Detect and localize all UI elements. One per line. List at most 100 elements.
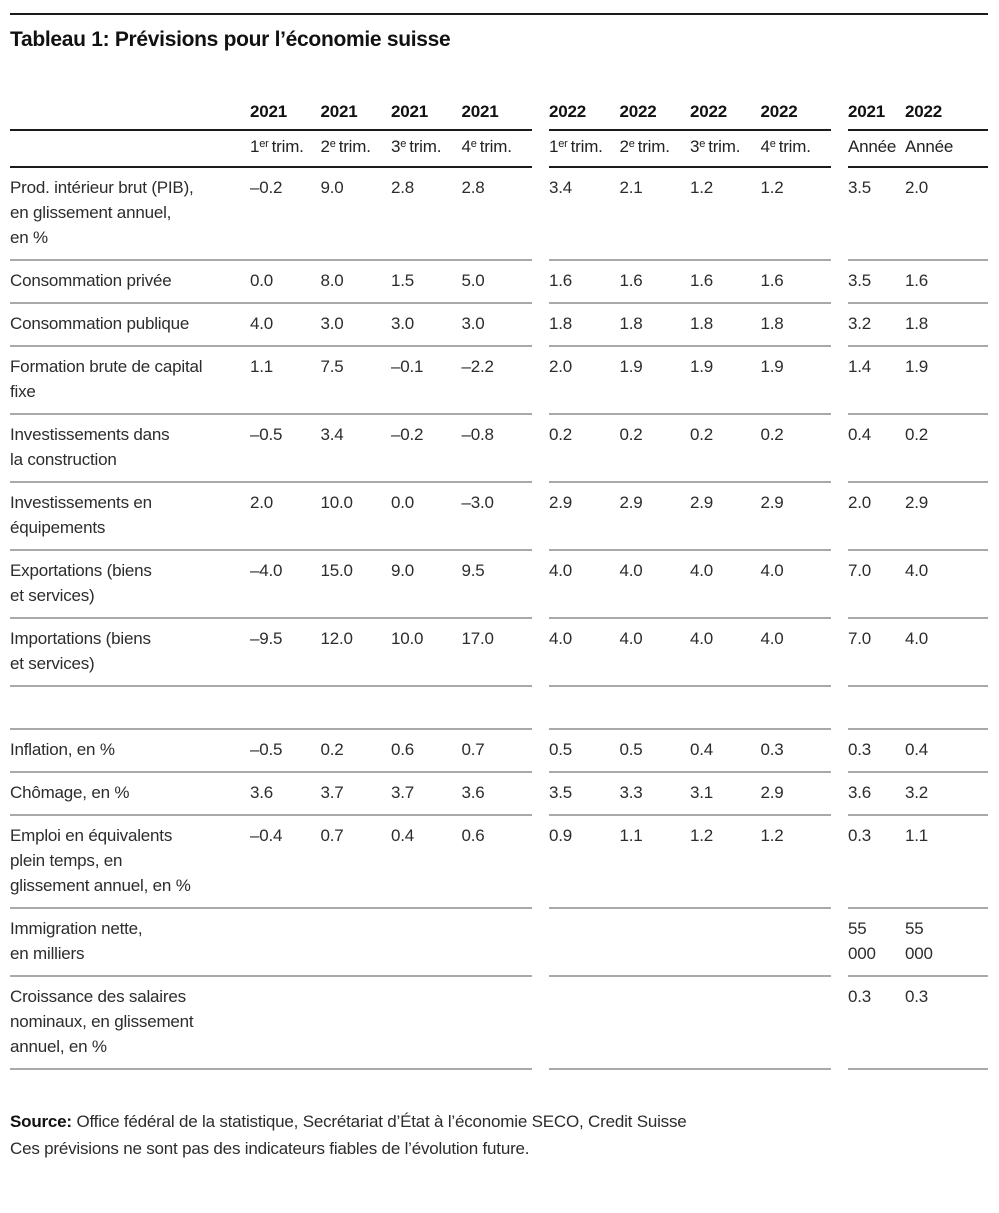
column-gap bbox=[831, 816, 848, 909]
value-cell: 0.3 bbox=[848, 826, 872, 845]
value-cell: 7.5 bbox=[320, 357, 344, 376]
value-cell: 3.3 bbox=[619, 783, 643, 802]
quarter-header-row: 1er trim. 2e trim. 3e trim. 4e trim. 1er trim… bbox=[10, 131, 988, 168]
value-cell bbox=[848, 687, 905, 728]
value-cell: 1.1 bbox=[905, 826, 929, 845]
value-cell: 2.9 bbox=[619, 493, 643, 512]
value-cell: 0.2 bbox=[760, 425, 784, 444]
source-line: Source: Office fédéral de la statistique… bbox=[10, 1108, 988, 1135]
column-gap bbox=[532, 261, 549, 304]
value-cell: 1.9 bbox=[619, 357, 643, 376]
row-group-2021: Inflation, en % –0.5 0.2 0.6 0.7 bbox=[10, 730, 532, 773]
value-cell: 1.9 bbox=[690, 357, 714, 376]
column-gap bbox=[532, 687, 549, 730]
value-cell: 3.2 bbox=[848, 314, 872, 333]
value-cell: –0.4 bbox=[250, 826, 283, 845]
value-cell: 2.8 bbox=[461, 178, 485, 197]
column-gap bbox=[831, 347, 848, 415]
table-body: Prod. intérieur brut (PIB), en glissemen… bbox=[10, 168, 988, 1070]
year-header-cell: 2021 bbox=[320, 102, 358, 121]
row-group-2022: 1er trim. 2e trim. 3e trim. 4e trim. bbox=[549, 131, 831, 168]
table-row: Consommation publique 4.0 3.0 3.0 3.0 1.… bbox=[10, 304, 988, 347]
row-group-2021: Exportations (biens et services) –4.0 15… bbox=[10, 551, 532, 619]
value-cell: 3.7 bbox=[391, 783, 415, 802]
row-label: Consommation privée bbox=[10, 271, 172, 290]
value-cell bbox=[462, 977, 533, 993]
value-cell: 1.8 bbox=[760, 314, 784, 333]
value-cell: –0.8 bbox=[461, 425, 494, 444]
table-row: Investissements en équipements 2.0 10.0 … bbox=[10, 483, 988, 551]
value-cell: 0.3 bbox=[848, 740, 872, 759]
value-cell: 3.5 bbox=[549, 783, 573, 802]
table-row: Formation brute de capital fixe 1.1 7.5 … bbox=[10, 347, 988, 415]
row-group-annual: 2021 2022 bbox=[848, 102, 988, 131]
value-cell: 3.2 bbox=[905, 783, 929, 802]
value-cell: 4.0 bbox=[760, 561, 784, 580]
column-gap bbox=[831, 977, 848, 1070]
value-cell bbox=[321, 909, 392, 925]
row-group-2021 bbox=[10, 687, 532, 730]
row-group-2022: 0.2 0.2 0.2 0.2 bbox=[549, 415, 831, 483]
value-cell: 1.8 bbox=[905, 314, 929, 333]
document-page: Tableau 1: Prévisions pour l’économie su… bbox=[0, 13, 999, 1162]
value-cell: 2.9 bbox=[760, 783, 784, 802]
column-gap bbox=[831, 261, 848, 304]
value-cell: 1.8 bbox=[619, 314, 643, 333]
value-cell: 0.2 bbox=[549, 425, 573, 444]
column-gap bbox=[532, 773, 549, 816]
row-group-2021: 2021 2021 2021 2021 bbox=[10, 102, 532, 131]
value-cell: 4.0 bbox=[690, 629, 714, 648]
value-cell bbox=[690, 909, 761, 925]
row-group-annual: 55 000 55 000 bbox=[848, 909, 988, 977]
row-group-annual: 0.3 1.1 bbox=[848, 816, 988, 909]
value-cell: –0.2 bbox=[250, 178, 283, 197]
value-cell: 1.1 bbox=[619, 826, 643, 845]
column-gap bbox=[831, 483, 848, 551]
column-gap bbox=[532, 168, 549, 261]
value-cell: 2.9 bbox=[549, 493, 573, 512]
value-cell: 0.0 bbox=[250, 271, 274, 290]
value-cell bbox=[391, 977, 462, 993]
table-row: Importations (biens et services) –9.5 12… bbox=[10, 619, 988, 687]
column-gap bbox=[532, 551, 549, 619]
value-cell: 0.2 bbox=[690, 425, 714, 444]
value-cell: 4.0 bbox=[250, 314, 274, 333]
value-cell: 1.6 bbox=[690, 271, 714, 290]
value-cell: 3.4 bbox=[320, 425, 344, 444]
table-row: Emploi en équivalents plein temps, en gl… bbox=[10, 816, 988, 909]
quarter-header-cell: 3e trim. bbox=[391, 137, 442, 156]
row-group-2021: Consommation privée 0.0 8.0 1.5 5.0 bbox=[10, 261, 532, 304]
value-cell: 3.4 bbox=[549, 178, 573, 197]
row-label: Prod. intérieur brut (PIB), en glissemen… bbox=[10, 178, 194, 247]
row-group-2022: 4.0 4.0 4.0 4.0 bbox=[549, 619, 831, 687]
value-cell: 0.2 bbox=[619, 425, 643, 444]
row-group-2021: Croissance des salaires nominaux, en gli… bbox=[10, 977, 532, 1070]
value-cell bbox=[620, 687, 691, 728]
value-cell bbox=[761, 977, 832, 993]
column-gap bbox=[831, 730, 848, 773]
row-label: Chômage, en % bbox=[10, 783, 130, 802]
value-cell: 1.9 bbox=[905, 357, 929, 376]
value-cell: 4.0 bbox=[619, 629, 643, 648]
value-cell: 3.0 bbox=[320, 314, 344, 333]
source-label: Source: bbox=[10, 1112, 72, 1131]
value-cell: 1.9 bbox=[760, 357, 784, 376]
row-group-annual bbox=[848, 687, 988, 730]
value-cell: –4.0 bbox=[250, 561, 283, 580]
value-cell: 0.3 bbox=[760, 740, 784, 759]
value-cell bbox=[462, 687, 533, 728]
value-cell: –2.2 bbox=[461, 357, 494, 376]
page-title: Tableau 1: Prévisions pour l’économie su… bbox=[10, 28, 451, 51]
row-group-2021: Prod. intérieur brut (PIB), en glissemen… bbox=[10, 168, 532, 261]
value-cell: 0.4 bbox=[848, 425, 872, 444]
value-cell: –0.5 bbox=[250, 740, 283, 759]
row-group-2022: 2.0 1.9 1.9 1.9 bbox=[549, 347, 831, 415]
row-group-2022 bbox=[549, 909, 831, 977]
value-cell: 3.5 bbox=[848, 178, 872, 197]
row-group-2022 bbox=[549, 977, 831, 1070]
value-cell: –0.1 bbox=[391, 357, 424, 376]
quarter-header-cell: 1er trim. bbox=[250, 137, 304, 156]
value-cell: –3.0 bbox=[461, 493, 494, 512]
value-cell: 0.3 bbox=[848, 987, 872, 1006]
value-cell: 1.6 bbox=[760, 271, 784, 290]
